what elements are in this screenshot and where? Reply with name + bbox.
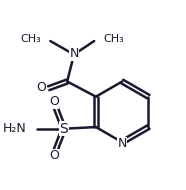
Text: CH₃: CH₃ — [103, 34, 124, 44]
Text: S: S — [60, 122, 68, 136]
Text: O: O — [36, 81, 46, 94]
Text: O: O — [49, 149, 59, 162]
Text: N: N — [118, 137, 127, 150]
Text: N: N — [69, 47, 79, 60]
Text: O: O — [49, 95, 59, 108]
Text: CH₃: CH₃ — [20, 34, 41, 44]
Text: H₂N: H₂N — [3, 122, 27, 135]
